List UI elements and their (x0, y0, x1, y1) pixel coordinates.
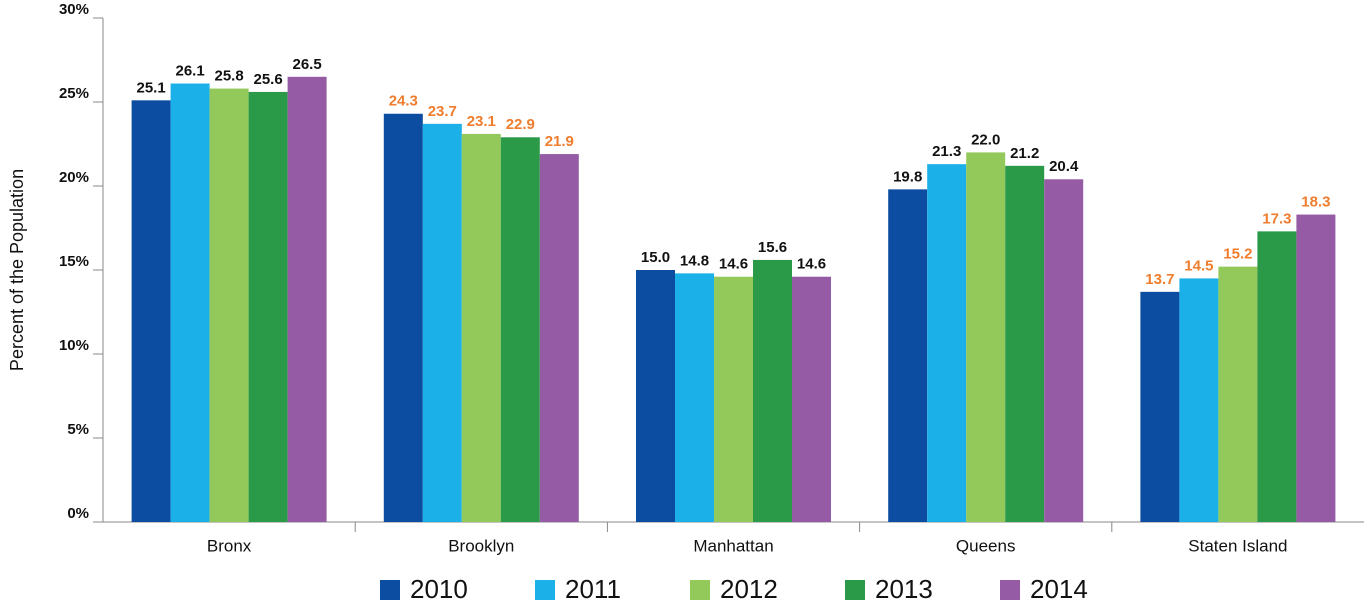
y-tick-label: 15% (59, 253, 89, 270)
legend-label: 2012 (720, 574, 778, 604)
data-label: 22.9 (506, 116, 535, 133)
x-tick-label: Manhattan (693, 536, 773, 555)
y-tick-label: 20% (59, 169, 89, 186)
data-label: 13.7 (1145, 271, 1174, 288)
data-label: 21.2 (1010, 145, 1039, 162)
data-label: 15.6 (758, 239, 787, 256)
bar (1005, 165, 1045, 522)
data-label: 25.6 (253, 71, 282, 88)
y-tick-label: 25% (59, 85, 89, 102)
y-tick-label: 5% (67, 421, 89, 438)
data-label: 26.1 (175, 62, 204, 79)
bar (500, 137, 540, 522)
y-tick-label: 30% (59, 1, 89, 18)
data-label: 17.3 (1262, 210, 1291, 227)
bar (422, 123, 462, 522)
bar (1179, 278, 1219, 522)
data-label: 14.8 (680, 252, 709, 269)
bar (792, 276, 831, 522)
bar (636, 270, 675, 522)
data-label: 19.8 (893, 168, 922, 185)
bar (209, 88, 249, 522)
legend-swatch (845, 580, 865, 600)
bar (461, 133, 501, 523)
legend-label: 2013 (875, 574, 933, 604)
data-label: 18.3 (1301, 194, 1330, 211)
data-label: 26.5 (292, 56, 321, 73)
bar (714, 276, 753, 522)
bar (1140, 291, 1180, 522)
legend-swatch (690, 580, 710, 600)
bar (1257, 231, 1297, 523)
data-label: 14.6 (797, 256, 826, 273)
bar (888, 189, 928, 523)
data-label: 21.3 (932, 143, 961, 160)
x-tick-label: Brooklyn (448, 536, 514, 555)
bar (927, 164, 967, 522)
bar (1218, 266, 1258, 522)
bar (675, 273, 714, 522)
data-label: 24.3 (389, 93, 418, 110)
data-label: 15.2 (1223, 246, 1252, 263)
x-tick-label: Queens (956, 536, 1016, 555)
bar (383, 113, 423, 522)
bar (131, 100, 171, 522)
data-label: 21.9 (545, 133, 574, 150)
data-label: 25.1 (136, 79, 165, 96)
bar (1296, 214, 1336, 522)
y-tick-label: 10% (59, 337, 89, 354)
legend-label: 2010 (410, 574, 468, 604)
x-tick-label: Bronx (207, 536, 252, 555)
bar (170, 83, 210, 523)
data-label: 23.7 (428, 103, 457, 120)
bar (753, 259, 792, 522)
data-label: 14.5 (1184, 257, 1213, 274)
legend-swatch (380, 580, 400, 600)
bar (966, 152, 1006, 522)
data-label: 20.4 (1049, 158, 1079, 175)
legend-label: 2011 (565, 574, 621, 604)
data-label: 14.6 (719, 256, 748, 273)
legend-swatch (1000, 580, 1020, 600)
bar (287, 76, 327, 523)
bar (248, 91, 288, 523)
x-tick-label: Staten Island (1188, 536, 1287, 555)
bar (539, 154, 579, 522)
data-label: 25.8 (214, 68, 243, 85)
bar (1044, 179, 1084, 522)
data-label: 23.1 (467, 113, 496, 130)
legend-label: 2014 (1030, 574, 1088, 604)
legend-swatch (535, 580, 555, 600)
y-tick-label: 0% (67, 505, 89, 522)
data-label: 22.0 (971, 131, 1000, 148)
y-axis-label: Percent of the Population (7, 169, 27, 371)
data-label: 15.0 (641, 249, 670, 266)
